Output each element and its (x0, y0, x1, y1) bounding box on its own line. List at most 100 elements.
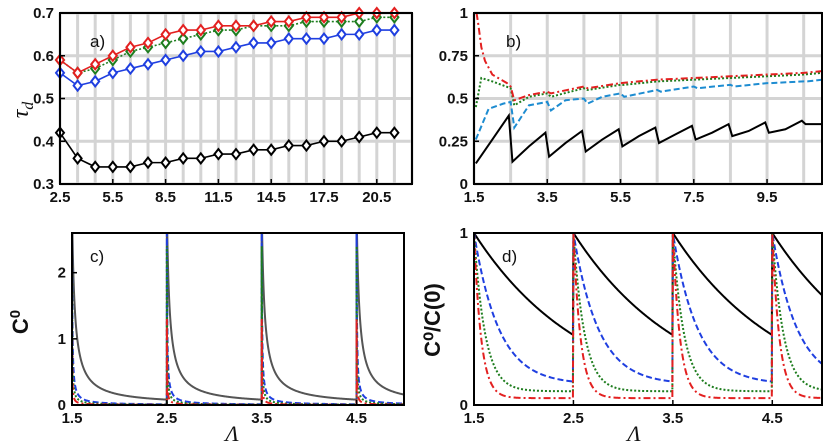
data-point-black (213, 147, 224, 161)
x-tick-label: 20.5 (362, 189, 391, 206)
series-line-red (72, 318, 404, 405)
data-point-blue (283, 32, 295, 46)
data-point-black (107, 160, 119, 174)
x-tick-label: 4.5 (346, 410, 367, 427)
x-tick-label: 5.5 (102, 189, 123, 206)
data-point-green (177, 32, 189, 46)
x-tick-label: 2.5 (563, 410, 584, 427)
data-point-black (89, 160, 101, 174)
y-tick-label: 1 (460, 225, 468, 242)
y-tick-label: 1 (58, 331, 66, 348)
ticks-c: 1.5 2.5 3.5 4.5 0 1 2 (58, 265, 367, 427)
y-tick-label: 2 (58, 265, 66, 282)
panel-label-b: b) (506, 32, 521, 51)
x-tick-label: 7.5 (683, 189, 704, 206)
data-point-black (371, 126, 383, 140)
data-point-red (265, 14, 277, 29)
y-tick-label: 0.4 (33, 133, 55, 150)
data-point-blue (160, 53, 171, 67)
x-tick-label: 1.5 (62, 410, 83, 427)
series-line-blue (72, 233, 404, 405)
ticks-a: 2.5 5.5 8.5 11.5 14.5 17.5 20.5 0.3 0.4 0.5 0.6 0.7 (33, 5, 391, 206)
data-point-blue (353, 27, 365, 41)
data-point-red (107, 49, 119, 63)
series-line-black (474, 233, 822, 337)
data-point-blue (125, 61, 136, 76)
data-point-black (177, 151, 189, 165)
data-point-black (142, 156, 154, 170)
y-tick-label: 0.7 (33, 5, 54, 22)
axes-frame-c (71, 232, 405, 406)
panel-b: 1.5 3.5 5.5 7.5 9.5 0 0.25 0.5 0.75 1 b) (439, 5, 823, 206)
x-tick-label: 8.5 (155, 189, 176, 206)
data-point-red (89, 57, 101, 71)
data-point-black (248, 143, 259, 157)
data-point-red (318, 10, 330, 24)
data-point-blue (336, 27, 347, 41)
data-point-black (125, 160, 136, 174)
series-c (72, 233, 404, 405)
data-point-black (72, 151, 83, 165)
x-tick-label: 14.5 (257, 189, 286, 206)
y-tick-label: 0.25 (439, 133, 468, 150)
y-axis-label-a-main: τ (8, 108, 34, 118)
data-point-black (336, 134, 347, 148)
series-line-black (59, 131, 395, 168)
data-point-black (230, 147, 242, 161)
data-point-black (283, 138, 295, 153)
x-tick-label: 9.5 (757, 189, 778, 206)
data-point-red (213, 19, 224, 33)
data-point-blue (213, 44, 224, 59)
data-point-red (72, 66, 83, 80)
data-point-red (142, 36, 154, 50)
data-point-red (177, 23, 189, 37)
x-axis-label-d: Λ (625, 421, 641, 445)
panel-label-c: c) (90, 247, 104, 266)
x-tick-label: 1.5 (464, 189, 485, 206)
data-point-red (301, 10, 312, 24)
ticks-b: 1.5 3.5 5.5 7.5 9.5 0 0.25 0.5 0.75 1 (439, 5, 778, 206)
x-tick-label: 4.5 (762, 410, 783, 427)
x-tick-label: 3.5 (537, 189, 558, 206)
series-line-green (72, 246, 404, 405)
data-point-red (195, 23, 207, 37)
series-line-black (475, 112, 822, 165)
x-tick-label: 5.5 (610, 189, 631, 206)
data-point-blue (230, 40, 242, 54)
data-point-blue (371, 23, 383, 37)
data-point-black (160, 156, 171, 170)
data-point-black (301, 138, 312, 153)
ticks-d: 1.5 2.5 3.5 4.5 0 1 (460, 225, 783, 427)
series-line-gray (72, 233, 404, 405)
series-b (474, 13, 822, 165)
data-point-blue (195, 44, 207, 59)
series-line-blue (474, 233, 822, 383)
data-point-blue (389, 23, 400, 37)
data-point-green (160, 36, 171, 50)
y-tick-label: 0 (58, 397, 66, 414)
data-point-red (336, 10, 347, 24)
data-point-blue (89, 74, 101, 89)
series-a (54, 6, 400, 174)
data-point-blue (248, 36, 259, 50)
data-point-black (389, 126, 400, 140)
x-tick-label: 3.5 (251, 410, 272, 427)
panel-label-a: a) (90, 32, 105, 51)
data-point-black (318, 134, 330, 148)
data-point-blue (177, 49, 189, 63)
panel-d: 1.5 2.5 3.5 4.5 0 1 d) C⁰/C(0) Λ (420, 225, 823, 445)
y-axis-label-d: C⁰/C(0) (420, 283, 445, 357)
x-tick-label: 1.5 (464, 410, 485, 427)
data-point-black (195, 151, 207, 165)
y-tick-label: 0.75 (439, 48, 468, 65)
data-point-blue (107, 66, 119, 80)
series-line-cyan (474, 78, 822, 140)
data-point-red (283, 14, 295, 29)
data-point-blue (265, 36, 277, 50)
data-point-green (353, 14, 365, 29)
data-point-red (230, 19, 242, 33)
grid-b (472, 11, 822, 186)
series-line-green (474, 71, 822, 108)
